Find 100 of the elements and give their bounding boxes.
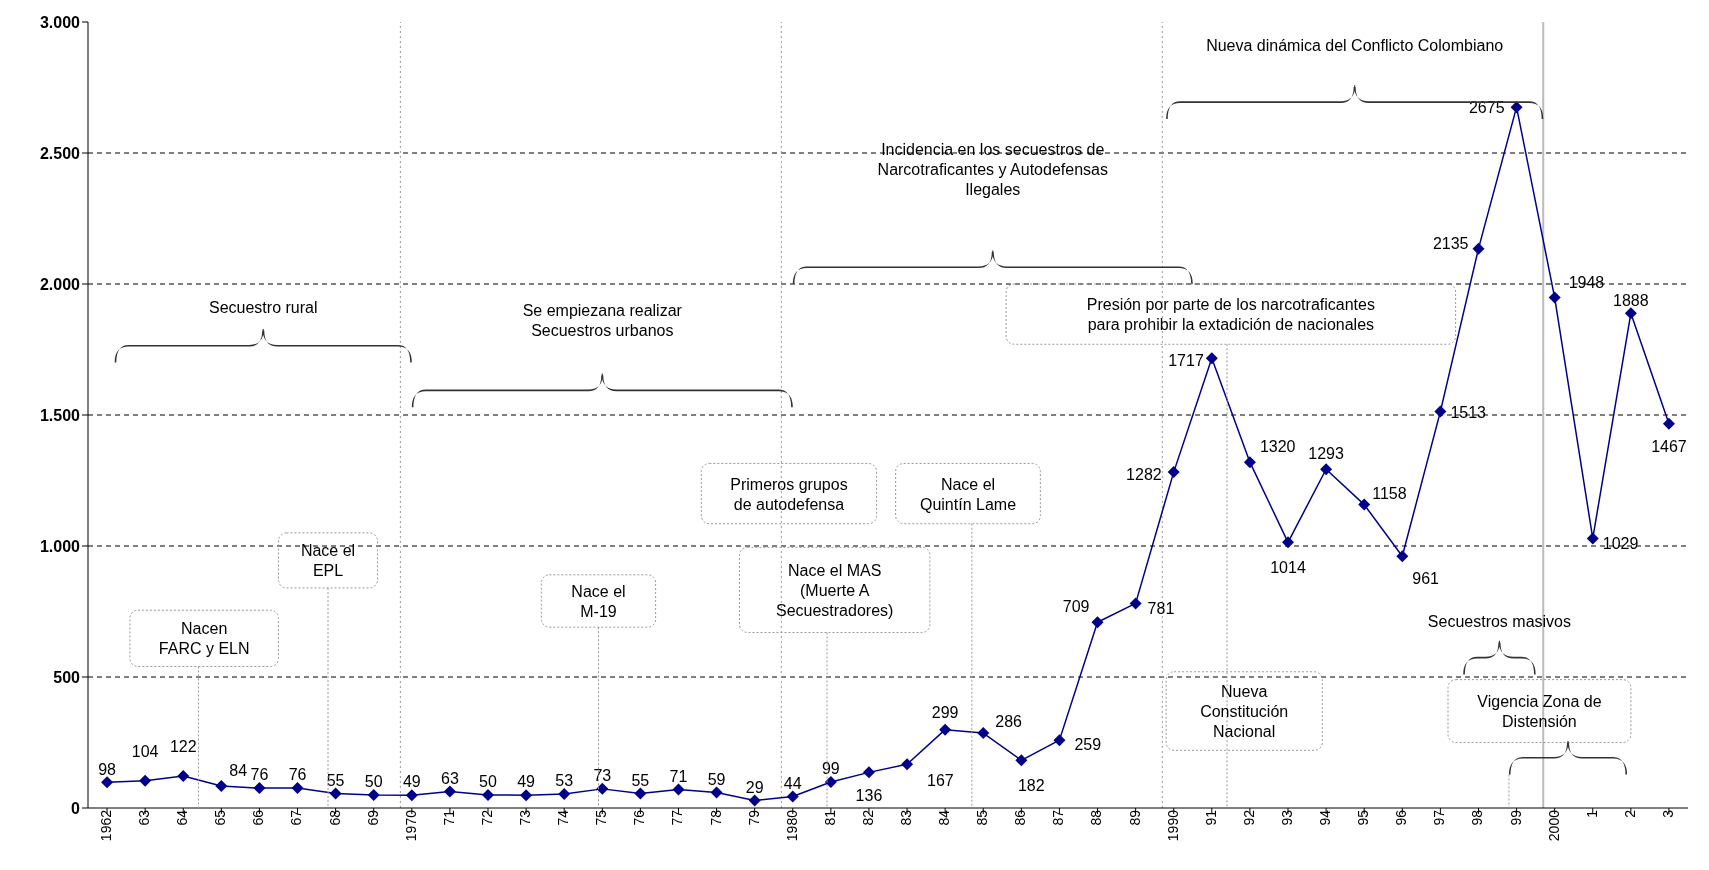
point — [1358, 498, 1371, 511]
point — [1472, 242, 1485, 255]
data-label: 44 — [783, 774, 802, 792]
data-label: 286 — [995, 713, 1023, 731]
data-label: 59 — [707, 770, 726, 788]
x-tick-label: 79 — [745, 809, 762, 826]
x-tick-label: 82 — [859, 809, 876, 826]
y-tick-label: 2.000 — [39, 275, 81, 293]
data-label: 961 — [1412, 570, 1440, 588]
point — [634, 787, 647, 800]
data-label: 49 — [517, 773, 536, 791]
x-tick-label: 2000 — [1545, 809, 1562, 842]
x-tick-label: 94 — [1317, 809, 1334, 826]
y-tick-label: 2.500 — [39, 144, 81, 162]
x-tick-label: 97 — [1431, 809, 1448, 826]
x-tick-label: 63 — [136, 809, 153, 826]
x-tick-label: 88 — [1088, 809, 1105, 826]
data-label: 1029 — [1602, 534, 1639, 552]
x-tick-label: 86 — [1012, 809, 1029, 826]
annotation: Nueva dinámica del Conflicto Colombiano — [1206, 36, 1504, 54]
data-label: 73 — [593, 767, 612, 785]
data-label: 84 — [229, 762, 248, 780]
point — [329, 787, 342, 800]
point — [862, 766, 875, 779]
annotation: Nace el EPL — [300, 542, 356, 580]
data-label: 76 — [250, 766, 269, 784]
x-tick-label: 3 — [1659, 809, 1676, 818]
point — [1548, 291, 1561, 304]
x-tick-label: 75 — [593, 809, 610, 826]
data-label: 53 — [555, 772, 574, 790]
point — [977, 727, 990, 740]
x-tick-label: 68 — [326, 809, 343, 826]
point — [367, 788, 380, 801]
data-label: 1293 — [1308, 445, 1344, 463]
annotation: Se empiezana realizar Secuestros urbanos — [522, 302, 683, 340]
y-tick-label: 0 — [71, 799, 81, 817]
x-tick-label: 76 — [631, 809, 648, 826]
point — [1396, 550, 1409, 563]
point — [558, 788, 571, 801]
point — [1624, 307, 1637, 320]
point — [520, 789, 533, 802]
data-label: 63 — [441, 769, 459, 787]
point — [139, 774, 152, 787]
x-tick-label: 93 — [1278, 809, 1295, 826]
data-label: 136 — [855, 786, 883, 804]
point — [939, 723, 952, 736]
point — [824, 776, 837, 789]
x-tick-label: 85 — [974, 809, 991, 826]
data-label: 71 — [669, 767, 688, 785]
x-tick-label: 2 — [1621, 809, 1638, 818]
data-label: 55 — [631, 771, 650, 789]
point — [405, 789, 418, 802]
point — [291, 782, 304, 795]
data-label: 50 — [364, 773, 383, 791]
x-tick-label: 84 — [936, 809, 953, 826]
x-tick-label: 71 — [440, 809, 457, 826]
x-tick-label: 1970 — [402, 809, 419, 842]
data-label: 49 — [402, 773, 421, 791]
data-label: 167 — [927, 772, 954, 790]
point — [1091, 616, 1104, 629]
x-tick-label: 72 — [478, 809, 495, 826]
data-label: 104 — [131, 742, 159, 760]
point — [177, 770, 190, 783]
annotation: Nace el Quintín Lame — [919, 475, 1017, 513]
x-tick-label: 95 — [1355, 809, 1372, 826]
x-tick-label: 99 — [1507, 809, 1524, 826]
data-label: 76 — [288, 766, 307, 784]
x-tick-label: 78 — [707, 809, 724, 826]
x-tick-label: 66 — [250, 809, 267, 826]
point — [1662, 417, 1675, 430]
point — [1167, 466, 1180, 479]
point — [1320, 463, 1333, 476]
x-tick-label: 74 — [555, 809, 572, 826]
annotation: Nace el MAS (Muerte A Secuestradores) — [775, 561, 894, 619]
data-label: 50 — [479, 773, 497, 791]
point — [443, 785, 456, 798]
point — [482, 788, 494, 801]
x-tick-label: 98 — [1469, 809, 1486, 826]
data-label: 1282 — [1126, 466, 1162, 484]
point — [215, 779, 228, 792]
x-tick-label: 1962 — [97, 809, 114, 842]
point — [1015, 754, 1028, 767]
annotation: Vigencia Zona de Distensión — [1477, 693, 1602, 731]
point — [748, 794, 761, 807]
data-label: 299 — [931, 703, 959, 721]
x-tick-label: 77 — [669, 809, 686, 826]
data-label: 1717 — [1168, 352, 1204, 370]
x-tick-label: 1 — [1583, 809, 1600, 818]
data-label: 122 — [169, 738, 197, 756]
annotation: Incidencia en los secuestros de Narcotraficantes y Autodefensas Ilegales — [877, 140, 1108, 198]
data-label: 98 — [98, 760, 117, 778]
x-tick-label: 67 — [288, 809, 305, 826]
point — [901, 758, 914, 771]
point — [672, 783, 685, 796]
data-label: 99 — [821, 760, 840, 778]
x-tick-label: 81 — [821, 809, 838, 826]
x-tick-label: 92 — [1240, 809, 1257, 826]
data-label: 1467 — [1651, 437, 1687, 455]
x-tick-label: 87 — [1050, 809, 1067, 826]
data-label: 781 — [1147, 599, 1175, 617]
